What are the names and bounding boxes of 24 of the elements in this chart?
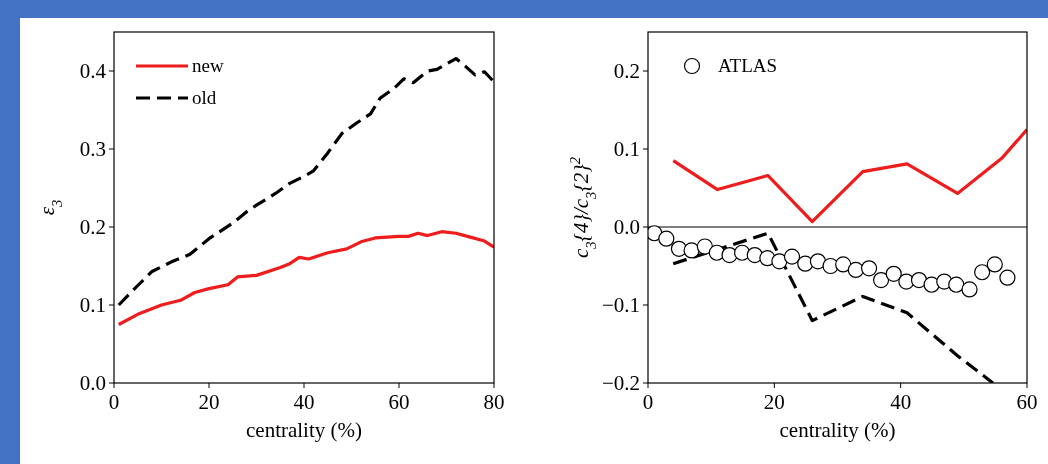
y-tick-label: 0.2 — [613, 59, 640, 83]
x-tick-label: 40 — [890, 390, 912, 414]
y-tick-label: 0.0 — [613, 215, 640, 239]
legend-label: new — [192, 55, 224, 76]
legend-label: ATLAS — [718, 55, 778, 76]
x-tick-label: 40 — [293, 390, 315, 414]
x-tick-label: 0 — [108, 390, 120, 414]
x-tick-label: 20 — [198, 390, 220, 414]
y-tick-label: 0.4 — [79, 59, 107, 83]
x-axis-title: centrality (%) — [779, 418, 896, 442]
legend-label: old — [192, 87, 217, 108]
y-tick-label: 0.1 — [613, 137, 640, 161]
x-tick-label: 60 — [388, 390, 410, 414]
x-axis-title: centrality (%) — [245, 418, 363, 442]
y-tick-label: 0.0 — [79, 371, 106, 395]
y-tick-label: 0.1 — [79, 293, 106, 317]
y-tick-label: −0.1 — [601, 293, 640, 317]
y-tick-label: −0.2 — [601, 371, 640, 395]
y-tick-label: 0.3 — [79, 137, 106, 161]
y-tick-label: 0.2 — [79, 215, 106, 239]
x-tick-label: 60 — [1016, 390, 1038, 414]
x-tick-label: 80 — [483, 390, 505, 414]
x-tick-label: 20 — [763, 390, 785, 414]
x-tick-label: 0 — [642, 390, 654, 414]
